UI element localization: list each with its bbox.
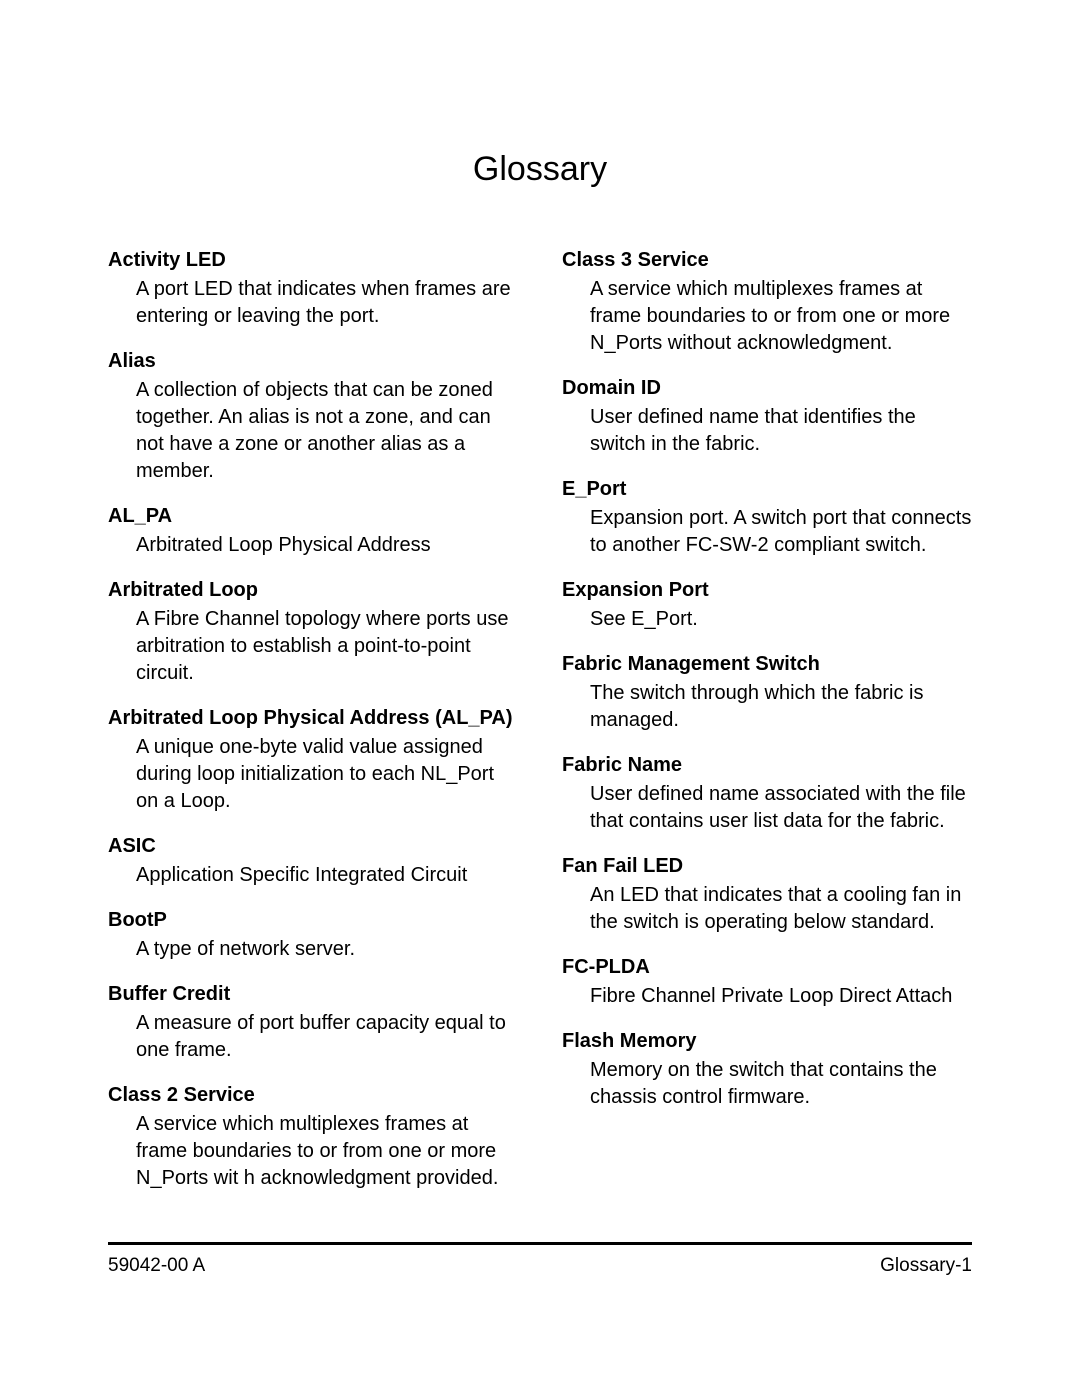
glossary-term: Arbitrated Loop Physical Address (AL_PA) [108, 705, 518, 732]
glossary-definition: A measure of port buffer capacity equal … [108, 1010, 518, 1064]
glossary-term: BootP [108, 907, 518, 934]
glossary-entry: Class 3 ServiceA service which multiplex… [562, 247, 972, 357]
glossary-term: Domain ID [562, 375, 972, 402]
footer-right-text: Glossary-1 [880, 1255, 972, 1277]
glossary-definition: A type of network server. [108, 936, 518, 963]
glossary-definition: A Fibre Channel topology where ports use… [108, 606, 518, 687]
glossary-term: AL_PA [108, 503, 518, 530]
glossary-term: Fabric Name [562, 752, 972, 779]
glossary-entry: Arbitrated Loop Physical Address (AL_PA)… [108, 705, 518, 815]
glossary-term: E_Port [562, 476, 972, 503]
glossary-entry: AL_PAArbitrated Loop Physical Address [108, 503, 518, 559]
glossary-term: Fan Fail LED [562, 853, 972, 880]
glossary-entry: Arbitrated LoopA Fibre Channel topology … [108, 577, 518, 687]
glossary-columns: Activity LEDA port LED that indicates wh… [108, 247, 972, 1210]
glossary-term: Buffer Credit [108, 981, 518, 1008]
glossary-definition: A port LED that indicates when frames ar… [108, 276, 518, 330]
glossary-entry: Class 2 ServiceA service which multiplex… [108, 1082, 518, 1192]
column-left: Activity LEDA port LED that indicates wh… [108, 247, 518, 1210]
glossary-entry: Activity LEDA port LED that indicates wh… [108, 247, 518, 330]
footer-rule [108, 1242, 972, 1245]
glossary-entry: FC-PLDAFibre Channel Private Loop Direct… [562, 954, 972, 1010]
page: Glossary Activity LEDA port LED that ind… [0, 0, 1080, 1397]
glossary-definition: An LED that indicates that a cooling fan… [562, 882, 972, 936]
glossary-term: Class 2 Service [108, 1082, 518, 1109]
glossary-definition: Expansion port. A switch port that conne… [562, 505, 972, 559]
glossary-definition: Application Specific Integrated Circuit [108, 862, 518, 889]
glossary-entry: Fabric NameUser defined name associated … [562, 752, 972, 835]
glossary-definition: A service which multiplexes frames at fr… [108, 1111, 518, 1192]
glossary-definition: User defined name that identifies the sw… [562, 404, 972, 458]
glossary-term: Activity LED [108, 247, 518, 274]
glossary-definition: User defined name associated with the fi… [562, 781, 972, 835]
glossary-entry: AliasA collection of objects that can be… [108, 348, 518, 485]
glossary-term: Class 3 Service [562, 247, 972, 274]
page-title: Glossary [108, 150, 972, 189]
glossary-definition: Arbitrated Loop Physical Address [108, 532, 518, 559]
glossary-definition: Memory on the switch that contains the c… [562, 1057, 972, 1111]
glossary-term: Arbitrated Loop [108, 577, 518, 604]
glossary-term: Flash Memory [562, 1028, 972, 1055]
glossary-definition: A collection of objects that can be zone… [108, 377, 518, 485]
glossary-entry: Domain IDUser defined name that identifi… [562, 375, 972, 458]
glossary-term: ASIC [108, 833, 518, 860]
page-footer: 59042-00 A Glossary-1 [108, 1242, 972, 1277]
glossary-term: Fabric Management Switch [562, 651, 972, 678]
glossary-entry: Fabric Management SwitchThe switch throu… [562, 651, 972, 734]
glossary-entry: BootPA type of network server. [108, 907, 518, 963]
glossary-definition: A service which multiplexes frames at fr… [562, 276, 972, 357]
column-right: Class 3 ServiceA service which multiplex… [562, 247, 972, 1210]
glossary-definition: Fibre Channel Private Loop Direct Attach [562, 983, 972, 1010]
glossary-entry: E_PortExpansion port. A switch port that… [562, 476, 972, 559]
footer-left-text: 59042-00 A [108, 1255, 205, 1277]
glossary-entry: ASICApplication Specific Integrated Circ… [108, 833, 518, 889]
glossary-term: Expansion Port [562, 577, 972, 604]
glossary-term: FC-PLDA [562, 954, 972, 981]
glossary-definition: The switch through which the fabric is m… [562, 680, 972, 734]
glossary-entry: Buffer CreditA measure of port buffer ca… [108, 981, 518, 1064]
glossary-definition: See E_Port. [562, 606, 972, 633]
glossary-entry: Flash MemoryMemory on the switch that co… [562, 1028, 972, 1111]
glossary-entry: Fan Fail LEDAn LED that indicates that a… [562, 853, 972, 936]
glossary-term: Alias [108, 348, 518, 375]
glossary-definition: A unique one-byte valid value assigned d… [108, 734, 518, 815]
footer-row: 59042-00 A Glossary-1 [108, 1255, 972, 1277]
glossary-entry: Expansion PortSee E_Port. [562, 577, 972, 633]
